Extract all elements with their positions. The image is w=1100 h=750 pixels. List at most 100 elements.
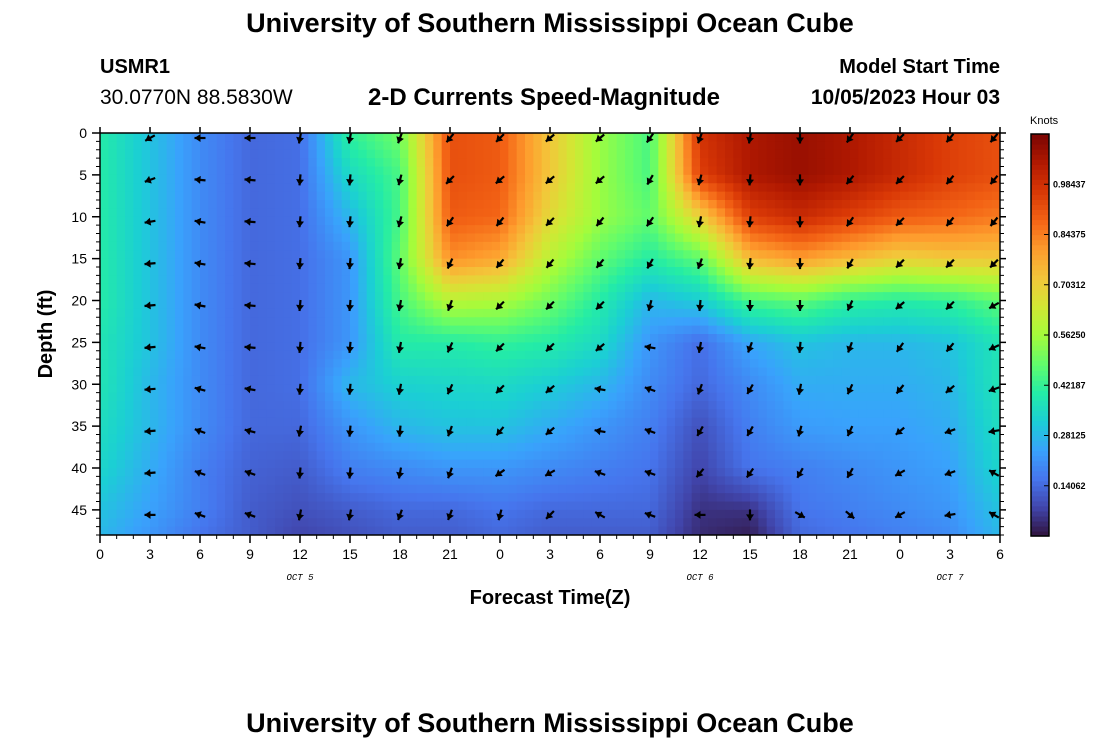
heatmap-cell (725, 493, 734, 503)
heatmap-cell (408, 208, 418, 218)
heatmap-cell (816, 375, 826, 385)
heatmap-cell (225, 292, 234, 302)
heatmap-cell (716, 300, 726, 310)
heatmap-cell (966, 417, 976, 427)
heatmap-cell (483, 216, 493, 226)
heatmap-cell (325, 141, 334, 151)
heatmap-cell (800, 401, 809, 410)
heatmap-cell (758, 484, 768, 494)
heatmap-cell (500, 509, 509, 519)
heatmap-cell (625, 476, 634, 486)
heatmap-cell (783, 409, 793, 419)
heatmap-cell (841, 158, 851, 168)
heatmap-cell (775, 468, 784, 477)
heatmap-cell (308, 476, 318, 486)
heatmap-cell (666, 149, 676, 159)
heatmap-cell (950, 350, 959, 360)
heatmap-cell (341, 401, 351, 410)
heatmap-cell (900, 459, 909, 469)
heatmap-cell (158, 501, 168, 511)
heatmap-cell (141, 250, 151, 260)
heatmap-cell (991, 501, 1000, 511)
heatmap-cell (283, 275, 293, 285)
heatmap-cell (691, 442, 701, 452)
heatmap-cell (808, 325, 818, 335)
heatmap-cell (991, 241, 1000, 251)
heatmap-cell (450, 233, 459, 243)
heatmap-cell (833, 225, 843, 235)
heatmap-cell (791, 292, 801, 302)
heatmap-cell (625, 225, 634, 235)
heatmap-cell (866, 216, 876, 226)
heatmap-cell (241, 225, 251, 235)
heatmap-cell (733, 401, 743, 410)
heatmap-cell (391, 308, 401, 318)
heatmap-cell (991, 434, 1000, 444)
heatmap-cell (666, 250, 676, 260)
heatmap-cell (483, 484, 493, 494)
heatmap-cell (900, 509, 909, 519)
heatmap-cell (958, 401, 968, 410)
heatmap-cell (425, 200, 434, 209)
heatmap-cell (275, 350, 284, 360)
heatmap-cell (791, 442, 801, 452)
heatmap-cell (941, 392, 951, 402)
heatmap-cell (200, 367, 209, 377)
heatmap-cell (491, 484, 501, 494)
heatmap-cell (841, 476, 851, 486)
heatmap-cell (875, 509, 884, 519)
heatmap-cell (225, 174, 234, 184)
heatmap-cell (225, 200, 234, 209)
heatmap-cell (783, 133, 793, 142)
heatmap-cell (433, 350, 443, 360)
heatmap-cell (358, 442, 368, 452)
heatmap-cell (666, 468, 676, 477)
heatmap-cell (950, 308, 959, 318)
heatmap-cell (541, 342, 551, 352)
heatmap-cell (241, 267, 251, 276)
heatmap-cell (483, 451, 493, 461)
heatmap-cell (633, 149, 643, 159)
heatmap-cell (116, 158, 126, 168)
heatmap-cell (783, 434, 793, 444)
heatmap-cell (533, 225, 543, 235)
heatmap-cell (650, 468, 659, 477)
heatmap-cell (975, 149, 984, 159)
heatmap-cell (300, 417, 309, 427)
heatmap-cell (383, 317, 393, 327)
heatmap-cell (533, 384, 543, 394)
heatmap-cell (175, 174, 184, 184)
heatmap-cell (441, 375, 451, 385)
heatmap-cell (875, 241, 884, 251)
heatmap-cell (841, 375, 851, 385)
heatmap-cell (375, 392, 384, 402)
heatmap-cell (650, 233, 659, 243)
heatmap-cell (633, 208, 643, 218)
heatmap-cell (975, 191, 984, 201)
heatmap-cell (558, 317, 568, 327)
heatmap-cell (233, 342, 243, 352)
heatmap-cell (908, 300, 918, 310)
heatmap-cell (575, 334, 584, 343)
heatmap-cell (108, 166, 118, 176)
heatmap-cell (541, 200, 551, 209)
heatmap-cell (816, 200, 826, 209)
heatmap-cell (766, 509, 776, 519)
heatmap-cell (558, 459, 568, 469)
heatmap-cell (983, 468, 993, 477)
heatmap-cell (491, 325, 501, 335)
heatmap-cell (333, 359, 343, 369)
heatmap-cell (766, 468, 776, 477)
heatmap-cell (566, 442, 576, 452)
heatmap-cell (675, 501, 684, 511)
heatmap-cell (366, 200, 376, 209)
heatmap-cell (500, 208, 509, 218)
heatmap-cell (141, 417, 151, 427)
heatmap-cell (558, 283, 568, 293)
heatmap-cell (966, 451, 976, 461)
heatmap-cell (100, 484, 109, 494)
heatmap-cell (458, 442, 468, 452)
heatmap-cell (641, 166, 651, 176)
heatmap-cell (500, 158, 509, 168)
heatmap-cell (808, 426, 818, 436)
